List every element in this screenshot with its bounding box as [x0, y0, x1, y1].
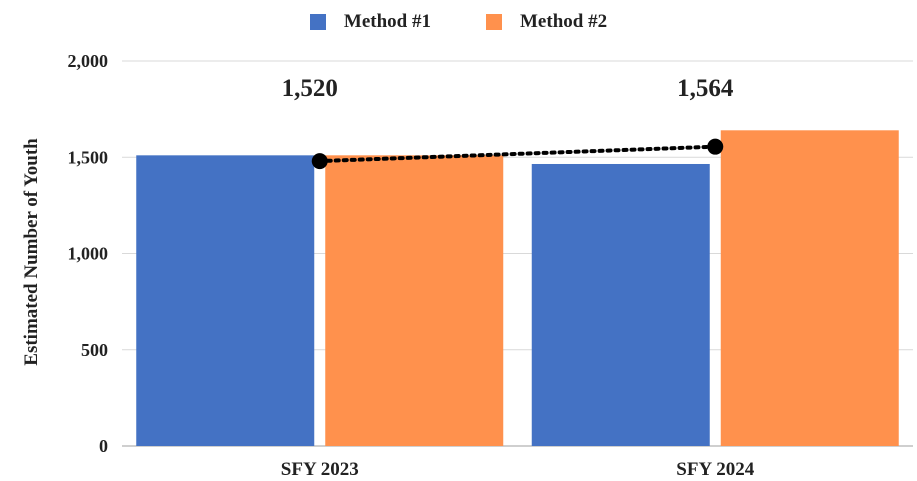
legend-label-method-1: Method #1	[343, 11, 431, 32]
average-label: 1,564	[677, 75, 734, 102]
bar-1-sfy-2024	[531, 163, 710, 447]
y-tick-label: 1,500	[68, 147, 109, 167]
x-tick-label: SFY 2024	[676, 459, 754, 480]
average-dotted-line	[317, 144, 718, 164]
y-tick-label: 500	[81, 340, 108, 360]
average-line: 1,520 1,564	[282, 75, 734, 170]
bars	[136, 130, 899, 447]
average-point	[311, 153, 328, 170]
y-axis-ticks: 0 500 1,000 1,500 2,000	[68, 51, 109, 456]
average-label: 1,520	[282, 75, 338, 102]
y-axis-label: Estimated Number of Youth	[21, 138, 42, 366]
y-tick-label: 1,000	[68, 244, 109, 264]
legend-label-method-2: Method #2	[520, 11, 608, 32]
y-tick-label: 0	[99, 436, 108, 456]
legend-swatch-method-1	[309, 14, 326, 30]
bar-2-sfy-2024	[720, 130, 899, 447]
x-tick-label: SFY 2023	[281, 459, 359, 480]
chart-legend: Method #1 Method #2	[0, 8, 917, 36]
legend-swatch-method-2	[486, 14, 502, 30]
average-point	[707, 138, 724, 155]
legend-item-method-1: Method #1	[309, 11, 431, 33]
bar-2-sfy-2023	[325, 155, 504, 446]
bar-1-sfy-2023	[136, 155, 315, 446]
x-axis-ticks: SFY 2023 SFY 2024	[281, 459, 755, 480]
legend-item-method-2: Method #2	[486, 11, 607, 33]
y-tick-label: 2,000	[68, 51, 109, 71]
